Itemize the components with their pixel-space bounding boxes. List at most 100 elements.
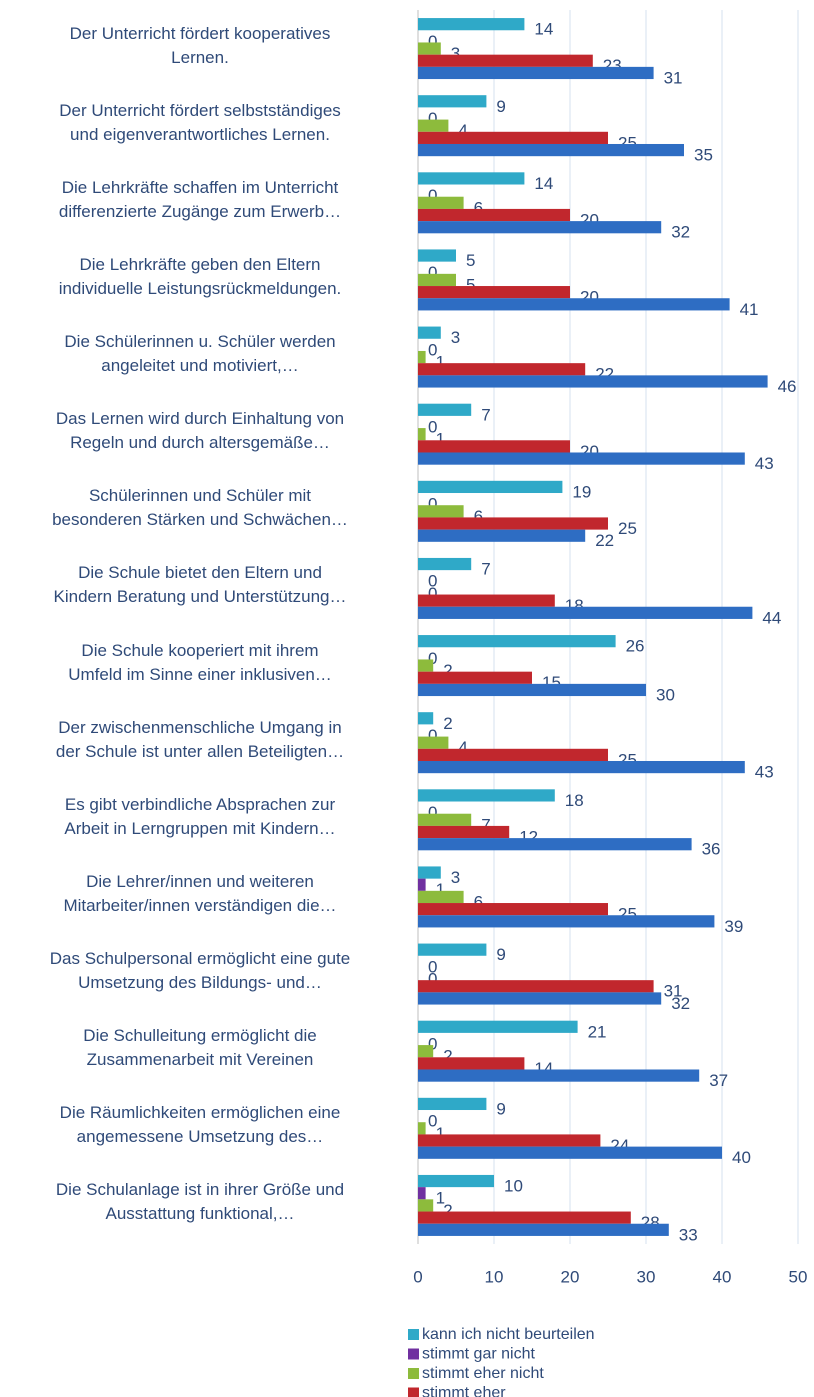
value-label: 0 <box>428 970 437 989</box>
value-label: 0 <box>428 263 437 282</box>
value-label: 7 <box>481 405 490 424</box>
bar <box>418 119 449 132</box>
value-label: 14 <box>534 20 553 39</box>
bar <box>418 890 464 904</box>
value-label: 31 <box>664 68 683 87</box>
category-label: Das Schulpersonal ermöglicht eine gute U… <box>49 949 351 993</box>
legend-label: stimmt eher nicht <box>422 1365 544 1382</box>
value-label: 0 <box>428 417 437 436</box>
value-label: 2 <box>443 1047 452 1066</box>
value-label: 3 <box>451 44 460 63</box>
bar <box>418 915 715 928</box>
bar <box>418 350 426 364</box>
bar <box>418 143 684 157</box>
bar <box>418 428 426 441</box>
category-label: Die Schule kooperiert mit ihrem Umfeld i… <box>68 640 332 684</box>
value-label: 43 <box>755 454 774 473</box>
value-label: 37 <box>709 1071 728 1090</box>
bar <box>418 903 608 916</box>
bar <box>418 172 525 185</box>
value-label: 5 <box>466 275 475 294</box>
value-label: 1 <box>436 1124 445 1143</box>
legend-swatch <box>408 1348 419 1360</box>
value-label: 18 <box>565 791 584 810</box>
bar <box>418 529 586 542</box>
bar <box>418 1223 669 1236</box>
category-label: Das Lernen wird durch Einhaltung von Reg… <box>55 409 345 453</box>
bar <box>418 54 593 67</box>
bar <box>418 866 441 879</box>
category-label: Der zwischenmenschliche Umgang in der Sc… <box>55 717 345 761</box>
value-label: 46 <box>778 377 797 396</box>
bar <box>418 196 464 209</box>
value-label: 1 <box>436 353 445 372</box>
legend-label: stimmt eher <box>422 1385 506 1397</box>
value-label: 35 <box>694 146 713 165</box>
value-label: 32 <box>671 994 690 1013</box>
bar <box>418 825 510 839</box>
value-label: 39 <box>724 917 743 936</box>
bar <box>418 748 608 761</box>
x-tick-label: 30 <box>637 1267 656 1286</box>
bar <box>418 1097 487 1111</box>
bar <box>418 992 662 1005</box>
value-label: 43 <box>755 763 774 782</box>
value-label: 3 <box>451 328 460 347</box>
x-tick-label: 40 <box>713 1267 732 1286</box>
bar <box>418 221 662 234</box>
value-label: 4 <box>458 121 467 140</box>
value-label: 22 <box>595 531 614 550</box>
value-label: 0 <box>428 495 437 514</box>
bar <box>418 517 608 530</box>
value-label: 30 <box>656 685 675 704</box>
value-label: 9 <box>496 97 505 116</box>
value-label: 0 <box>428 186 437 205</box>
value-label: 7 <box>481 560 490 579</box>
bar <box>418 813 472 826</box>
bar <box>418 683 646 697</box>
bar <box>418 671 532 684</box>
bar <box>418 878 426 891</box>
value-label: 9 <box>496 945 505 964</box>
bar <box>418 375 768 388</box>
bar <box>418 1146 722 1159</box>
value-label: 6 <box>474 198 483 217</box>
category-label: Die Lehrkräfte geben den Eltern individu… <box>58 254 342 298</box>
category-label: Die Schulleitung ermöglicht die Zusammen… <box>83 1026 317 1070</box>
bar <box>418 789 555 802</box>
bar <box>418 1134 601 1147</box>
bar <box>418 1174 494 1188</box>
value-label: 2 <box>443 1201 452 1220</box>
category-label: Die Schülerinnen u. Schüler werden angel… <box>64 332 336 376</box>
bar <box>418 712 434 725</box>
value-label: 41 <box>740 300 759 319</box>
bar <box>418 736 449 749</box>
bar <box>418 943 487 956</box>
bar <box>418 326 441 339</box>
value-label: 25 <box>618 519 637 538</box>
legend-swatch <box>408 1329 419 1340</box>
category-label: Es gibt verbindliche Absprachen zur Arbe… <box>64 794 336 838</box>
bar <box>418 286 570 299</box>
value-label: 26 <box>626 637 645 656</box>
value-label: 9 <box>496 1099 505 1118</box>
bar <box>418 131 608 144</box>
value-label: 19 <box>572 482 591 501</box>
value-label: 1 <box>436 880 445 899</box>
value-label: 4 <box>458 738 467 757</box>
bar <box>418 1045 434 1058</box>
legend-swatch <box>408 1368 419 1379</box>
bar <box>418 18 525 31</box>
bar <box>418 980 654 993</box>
bar <box>418 298 730 311</box>
bar <box>418 1057 525 1070</box>
bar <box>418 440 570 453</box>
value-label: 32 <box>671 223 690 242</box>
value-label: 5 <box>466 251 475 270</box>
bar <box>418 363 586 376</box>
legend-swatch <box>408 1387 419 1397</box>
bar <box>418 208 570 222</box>
bar <box>418 594 555 607</box>
value-label: 2 <box>443 661 452 680</box>
category-label: Schülerinnen und Schüler mit besonderen … <box>52 486 348 530</box>
